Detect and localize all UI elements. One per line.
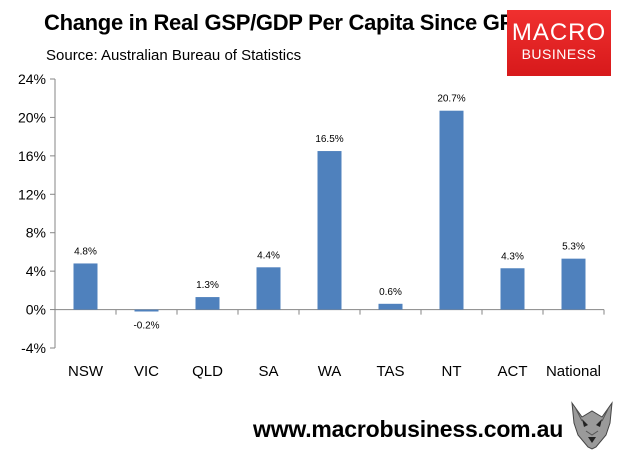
data-label: 0.6% (379, 287, 402, 298)
y-axis: -4% 0% 4% 8% 12% 16% 20% 24% (18, 71, 56, 356)
x-tick-label: National (546, 363, 601, 380)
y-tick-label: 20% (18, 109, 46, 125)
bar-wa[interactable] (317, 151, 342, 310)
x-tick-label: ACT (498, 363, 528, 380)
data-label: 4.3% (501, 251, 524, 262)
y-tick-label: 0% (26, 302, 46, 318)
bars (73, 110, 586, 312)
y-tick-label: 4% (26, 263, 46, 279)
chart-title: Change in Real GSP/GDP Per Capita Since … (44, 10, 529, 35)
x-tick-label: VIC (134, 363, 159, 380)
bar-qld[interactable] (195, 297, 220, 310)
x-tick-label: TAS (376, 363, 404, 380)
data-label: 16.5% (315, 134, 343, 145)
wolf-icon (566, 397, 618, 451)
x-tick-label: NT (442, 363, 462, 380)
logo-line2: BUSINESS (521, 46, 597, 62)
y-tick-label: 8% (26, 225, 46, 241)
x-tick-label: NSW (68, 363, 104, 380)
bar-act[interactable] (500, 268, 525, 310)
bar-national[interactable] (561, 258, 586, 310)
bar-sa[interactable] (256, 267, 281, 310)
bar-tas[interactable] (378, 303, 403, 310)
y-tick-label: 24% (18, 71, 46, 87)
data-label: 1.3% (196, 280, 219, 291)
y-tick-label: 16% (18, 148, 46, 164)
bar-nsw[interactable] (73, 263, 98, 310)
data-label: -0.2% (133, 320, 159, 331)
bar-nt[interactable] (439, 110, 464, 310)
y-tick-label: 12% (18, 186, 46, 202)
data-label: 20.7% (437, 94, 465, 105)
x-tick-label: QLD (192, 363, 223, 380)
logo-line1: MACRO (511, 19, 607, 46)
data-label: 5.3% (562, 242, 585, 253)
bar-vic[interactable] (134, 309, 159, 312)
y-tick-label: -4% (21, 340, 46, 356)
data-label: 4.8% (74, 246, 97, 257)
chart-subtitle: Source: Australian Bureau of Statistics (46, 47, 302, 64)
x-tick-label: SA (258, 363, 278, 380)
data-labels: 4.8% -0.2% 1.3% 4.4% 16.5% 0.6% 20.7% 4.3% 5.3% (74, 94, 585, 332)
footer-url[interactable]: www.macrobusiness.com.au (253, 416, 564, 442)
x-tick-label: WA (318, 363, 342, 380)
data-label: 4.4% (257, 250, 280, 261)
macrobusiness-logo[interactable]: MACRO BUSINESS (507, 10, 611, 76)
